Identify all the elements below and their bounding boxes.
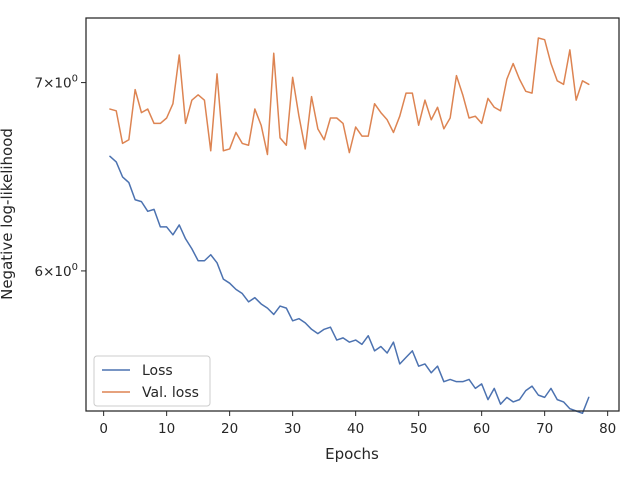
- plot-area: [86, 18, 619, 411]
- series-line-loss: [109, 155, 590, 415]
- x-tick-label: 0: [99, 421, 108, 437]
- x-axis-label: Epochs: [325, 445, 379, 463]
- y-tick-label: 6×100: [35, 262, 78, 280]
- legend-label: Loss: [142, 363, 173, 379]
- legend-box: [93, 355, 211, 407]
- series-layer: [109, 37, 590, 415]
- x-tick-label: 60: [473, 421, 490, 437]
- y-axis-label: Negative log-likelihood: [0, 128, 16, 300]
- plot-frame: [85, 17, 620, 412]
- x-tick-label: 30: [284, 421, 301, 437]
- legend: Loss Val. loss: [93, 355, 211, 407]
- x-tick-label: 50: [410, 421, 427, 437]
- x-tick-label: 70: [536, 421, 553, 437]
- x-tick-label: 40: [347, 421, 364, 437]
- series-line-val-loss: [109, 37, 590, 156]
- x-axis-ticks: 0 10 20 30 40 50 60 70 80: [99, 411, 616, 437]
- x-tick-label: 80: [599, 421, 616, 437]
- x-tick-label: 10: [158, 421, 175, 437]
- y-axis-ticks: 6×100 7×100: [35, 74, 86, 280]
- y-tick-label: 7×100: [35, 74, 78, 92]
- legend-label: Val. loss: [142, 385, 199, 401]
- x-tick-label: 20: [221, 421, 238, 437]
